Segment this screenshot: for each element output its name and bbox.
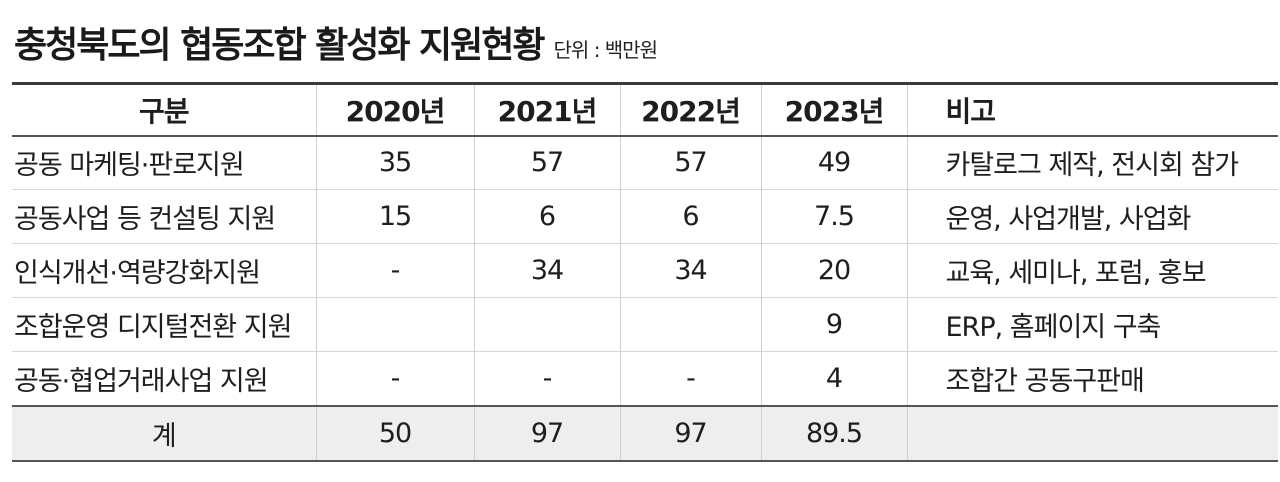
row-category: 조합운영 디지털전환 지원 [14,312,292,343]
cell-2020: 35 [315,135,474,190]
row-category: 인식개선·역량강화지원 [14,258,261,289]
cell-remark: 조합간 공동구판매 [906,351,1278,406]
cell-2023: 49 [760,135,907,190]
cell-remark: 교육, 세미나, 포럼, 홍보 [906,243,1278,298]
cell-2023: 20 [760,243,907,298]
header-remark: 비고 [906,83,1278,136]
cell-2022: 6 [619,189,761,244]
total-remark [906,405,1278,461]
cell-2022: 57 [619,135,761,190]
row-category: 공동사업 등 컨설팅 지원 [14,204,276,235]
header-category: 구분 [138,94,190,128]
cell-2023: 7.5 [760,189,907,244]
total-label: 계 [151,420,177,452]
cell-2023: 4 [760,351,907,406]
cell-2022 [619,297,761,352]
table-row: 조합운영 디지털전환 지원 9 ERP, 홈페이지 구축 [12,297,1278,352]
table-row: 공동사업 등 컨설팅 지원 15 6 6 7.5 운영, 사업개발, 사업화 [12,189,1278,244]
cell-2021: - [473,351,620,406]
cell-2020: - [315,243,474,298]
title-row: 충청북도의 협동조합 활성화 지원현황 단위 : 백만원 [14,16,658,66]
cell-2021: 6 [473,189,620,244]
support-status-table: 구분 2020년 2021년 2022년 2023년 비고 공동 마케팅·판로지… [12,82,1278,462]
cell-2022: - [619,351,761,406]
cell-remark: 운영, 사업개발, 사업화 [906,189,1278,244]
cell-2020 [315,297,474,352]
cell-2022: 34 [619,243,761,298]
table-row: 공동·협업거래사업 지원 - - - 4 조합간 공동구판매 [12,351,1278,406]
header-2020: 2020년 [315,83,474,136]
row-category: 공동·협업거래사업 지원 [14,365,269,397]
page-title: 충청북도의 협동조합 활성화 지원현황 [14,25,546,66]
header-2021: 2021년 [473,83,620,136]
table-row: 공동 마케팅·판로지원 35 57 57 49 카탈로그 제작, 전시회 참가 [12,135,1278,190]
cell-2020: - [315,351,474,406]
cell-2021: 57 [473,135,620,190]
header-row: 구분 2020년 2021년 2022년 2023년 비고 [12,83,1278,136]
cell-2023: 9 [760,297,907,352]
table-row: 인식개선·역량강화지원 - 34 34 20 교육, 세미나, 포럼, 홍보 [12,243,1278,298]
header-2023: 2023년 [760,83,907,136]
unit-note: 단위 : 백만원 [553,38,658,62]
cell-2021 [473,297,620,352]
cell-remark: 카탈로그 제작, 전시회 참가 [906,135,1278,190]
total-2023: 89.5 [760,405,907,461]
total-2020: 50 [315,405,474,461]
cell-remark: ERP, 홈페이지 구축 [906,297,1278,352]
header-2022: 2022년 [619,83,761,136]
total-row: 계 50 97 97 89.5 [12,405,1278,461]
total-2022: 97 [619,405,761,461]
row-category: 공동 마케팅·판로지원 [14,150,245,182]
total-2021: 97 [473,405,620,461]
cell-2021: 34 [473,243,620,298]
cell-2020: 15 [315,189,474,244]
